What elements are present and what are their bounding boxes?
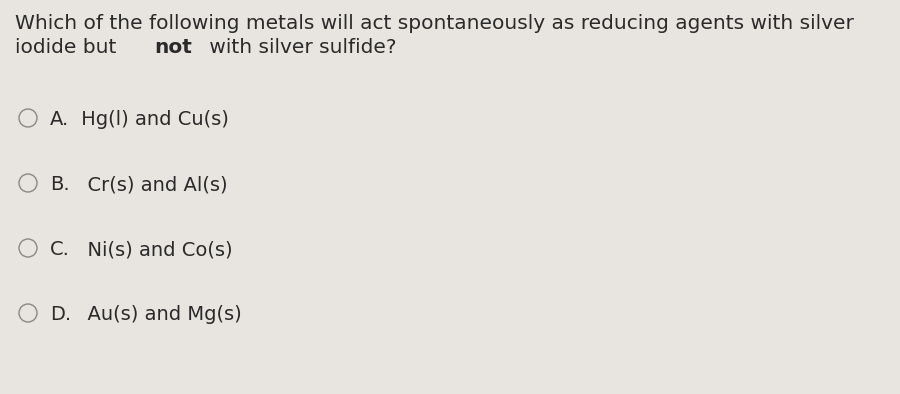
Text: Which of the following metals will act spontaneously as reducing agents with sil: Which of the following metals will act s… (15, 14, 854, 33)
Text: not: not (154, 38, 192, 57)
Text: D.: D. (50, 305, 71, 324)
Text: Hg(l) and Cu(s): Hg(l) and Cu(s) (75, 110, 229, 129)
Text: B.: B. (50, 175, 69, 194)
Text: C.: C. (50, 240, 70, 259)
Text: with silver sulfide?: with silver sulfide? (202, 38, 396, 57)
Text: Cr(s) and Al(s): Cr(s) and Al(s) (75, 175, 228, 194)
Text: Ni(s) and Co(s): Ni(s) and Co(s) (75, 240, 232, 259)
Text: A.: A. (50, 110, 69, 129)
Text: Au(s) and Mg(s): Au(s) and Mg(s) (75, 305, 242, 324)
Text: iodide but: iodide but (15, 38, 122, 57)
